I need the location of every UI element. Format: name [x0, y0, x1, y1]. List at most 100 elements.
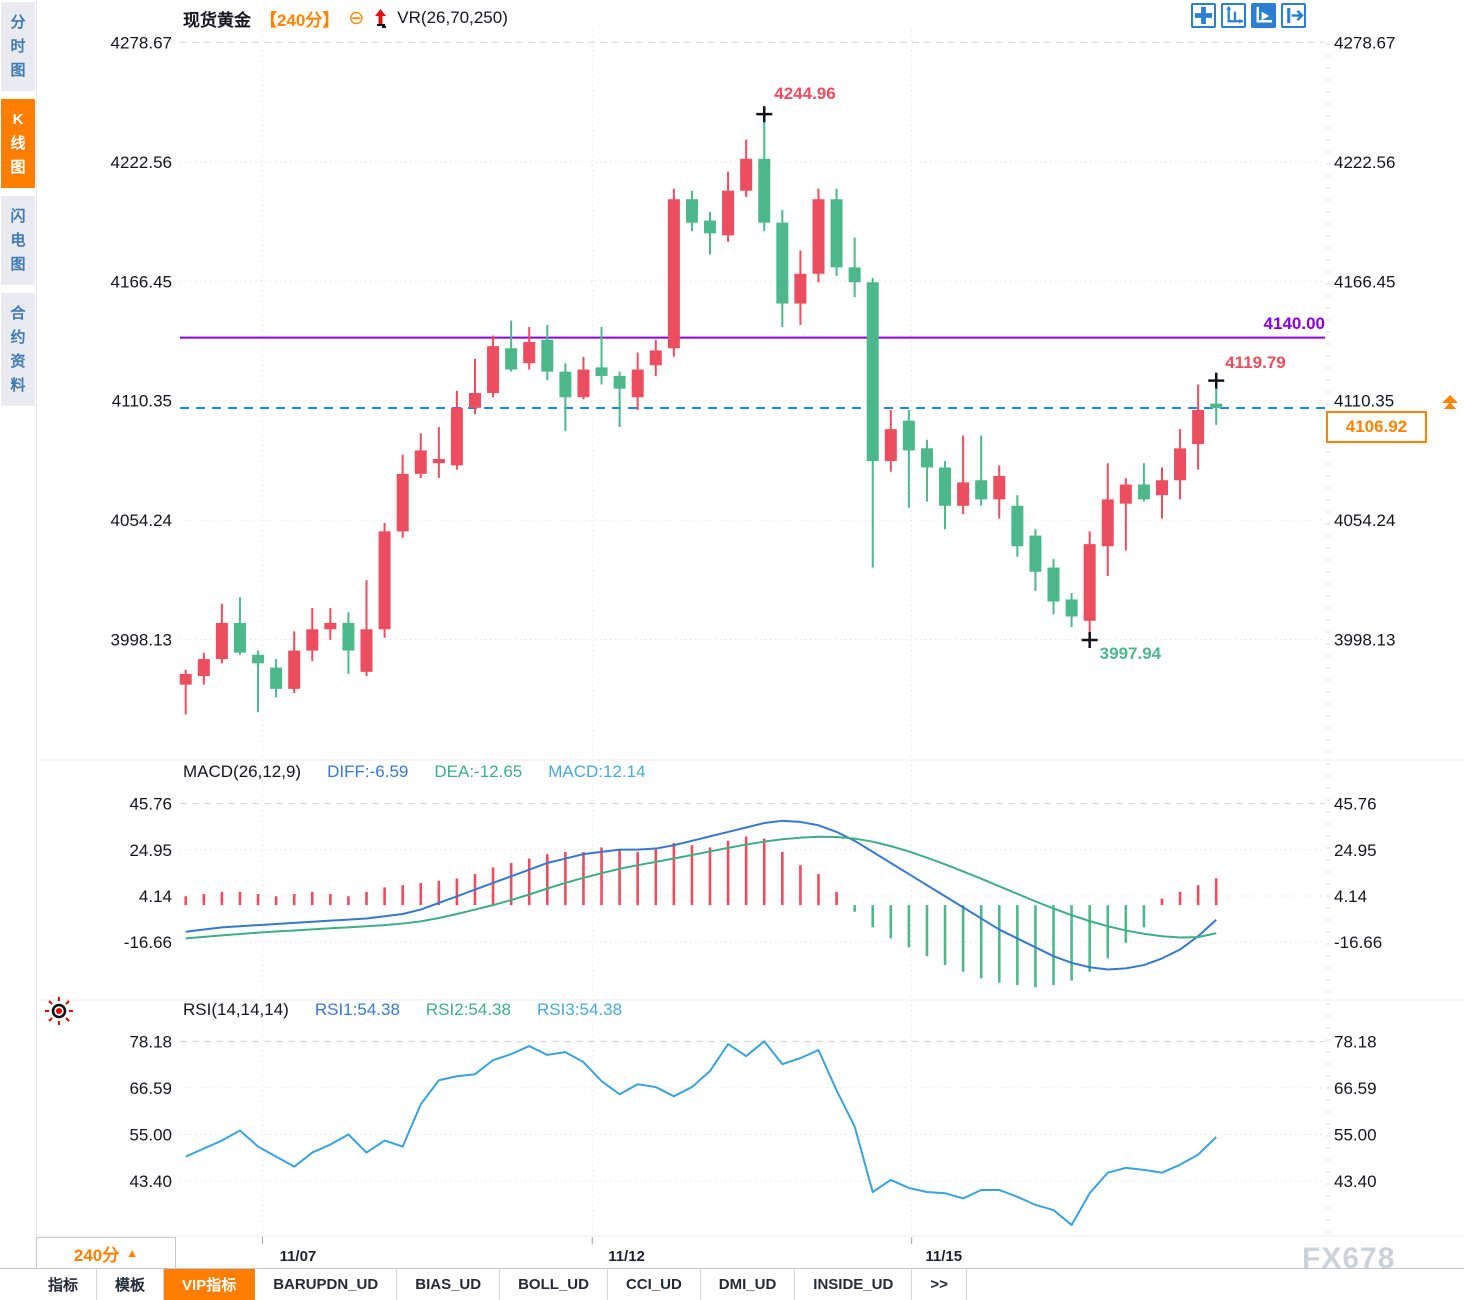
alert-sun-icon[interactable] [44, 996, 74, 1026]
candle-body [396, 473, 409, 532]
rsi-label[interactable]: RSI(14,14,14) [183, 1000, 289, 1019]
x-axis-date-label: 11/07 [280, 1248, 317, 1265]
tab-template[interactable]: 模板 [97, 1269, 165, 1300]
y-axis-tick-label: 4166.45 [1334, 272, 1395, 291]
candle-body [884, 429, 897, 462]
y-axis-tick-label: 4.14 [139, 887, 172, 906]
candle-body [830, 199, 843, 268]
tab-inside[interactable]: INSIDE_UD [795, 1269, 913, 1300]
y-axis-tick-label: 4278.67 [1334, 33, 1395, 52]
period-selector-label: 240分 [73, 1245, 120, 1265]
rsi-indicator-header: RSI(14,14,14) RSI1:54.38 RSI2:54.38 RSI3… [183, 1000, 622, 1020]
tab-dmi[interactable]: DMI_UD [701, 1269, 796, 1300]
overlay-indicator-label: VR(26,70,250) [397, 8, 508, 27]
y-axis-tick-label: 78.18 [1334, 1032, 1377, 1051]
candle-body [577, 369, 590, 398]
current-price-box: 4106.92 [1326, 411, 1427, 444]
tab-boll[interactable]: BOLL_UD [500, 1269, 608, 1300]
candle-body [704, 220, 717, 234]
sidebar-item-contract-info[interactable]: 合约资料 [1, 293, 35, 406]
y-axis-tick-label: 4166.45 [111, 272, 172, 291]
candle-body [776, 222, 789, 304]
tab-vip-indicator[interactable]: VIP指标 [164, 1269, 256, 1300]
high-price-annotation: 4244.96 [774, 84, 836, 104]
candle-body [215, 622, 228, 660]
candle-body [432, 458, 445, 464]
pan-move-icon[interactable] [1191, 3, 1216, 28]
price-up-marker-icon [1442, 395, 1458, 410]
candle-body [559, 371, 572, 398]
candle-body [1083, 544, 1096, 621]
candle-body [812, 199, 825, 274]
price-up-arrow-icon [375, 8, 387, 28]
period-tag[interactable]: 【240分】 [260, 10, 340, 30]
candle-body [740, 158, 753, 191]
candle-body [993, 475, 1006, 500]
candle-body [233, 622, 246, 653]
y-axis-tick-label: 4054.24 [111, 511, 172, 530]
y-axis-tick-label: -16.66 [124, 933, 172, 952]
tab-barupdn[interactable]: BARUPDN_UD [255, 1269, 398, 1300]
gridlines: 45.76 45.76 24.95 24.95 4.14 4.14 -16.66 -16.66 [124, 795, 1382, 953]
y-axis-tick-label: 4278.67 [111, 33, 172, 52]
candle-body [685, 199, 698, 223]
candle-body [1119, 484, 1132, 504]
candles-series [179, 114, 1223, 715]
candle-body [360, 629, 373, 672]
candle-body [541, 339, 554, 372]
y-axis-tick-label: 24.95 [129, 841, 172, 860]
candle-body [197, 659, 210, 677]
macd-diff-line [185, 819, 1217, 971]
macd-label[interactable]: MACD(26,12,9) [183, 762, 302, 781]
candle-body [523, 341, 536, 364]
tab-more[interactable]: >> [912, 1269, 967, 1300]
candle-body [957, 482, 970, 506]
x-axis-date-label: 11/12 [608, 1248, 645, 1265]
candle-body [1047, 567, 1060, 602]
candle-body [595, 367, 608, 376]
period-selector-arrow-icon: ▲ [126, 1246, 139, 1260]
collapse-circle-icon[interactable]: ⊖ [348, 7, 365, 29]
gridlines: 4278.67 4278.67 4222.56 4222.56 4166.45 4166.… [111, 33, 1396, 649]
candle-body [1137, 484, 1150, 500]
y-axis-tick-label: 43.40 [1334, 1172, 1377, 1191]
candle-body [902, 420, 915, 451]
rsi3-value: RSI3:54.38 [536, 1000, 623, 1019]
candle-body [794, 273, 807, 304]
candle-body [468, 392, 481, 408]
candle-body [1011, 505, 1024, 547]
macd-indicator-header: MACD(26,12,9) DIFF:-6.59 DEA:-12.65 MACD… [183, 762, 646, 782]
candle-body [288, 650, 301, 689]
y-axis-tick-label: 45.76 [129, 795, 172, 814]
candle-body [866, 282, 879, 462]
y-axis-tick-label: 4054.24 [1334, 511, 1395, 530]
tab-cci[interactable]: CCI_UD [608, 1269, 701, 1300]
candle-body [631, 369, 644, 398]
candle-body [414, 450, 427, 474]
tab-indicator[interactable]: 指标 [30, 1269, 98, 1300]
y-axis-tick-label: 4222.56 [1334, 153, 1395, 172]
rsi1-value: RSI1:54.38 [314, 1000, 400, 1019]
candle-body [848, 267, 861, 283]
sidebar-item-time-chart[interactable]: 分时图 [1, 2, 35, 91]
auto-scale-icon[interactable] [1251, 3, 1276, 28]
sidebar-item-flash-chart[interactable]: 闪电图 [1, 196, 35, 285]
axis-scale-icon[interactable] [1221, 3, 1246, 28]
y-axis-tick-label: 4222.56 [111, 153, 172, 172]
y-axis-tick-label: 45.76 [1334, 795, 1377, 814]
indicator-tab-bar: 指标 模板 VIP指标 BARUPDN_UD BIAS_UD BOLL_UD CCI_UD D… [0, 1268, 1464, 1300]
candle-body [306, 629, 319, 651]
period-selector[interactable]: 240分 ▲ [36, 1237, 176, 1269]
exit-drawing-icon[interactable] [1281, 3, 1306, 28]
y-axis-tick-label: 78.18 [129, 1032, 172, 1051]
candle-body [758, 158, 771, 223]
y-axis-tick-label: 55.00 [1334, 1126, 1377, 1145]
tab-bias[interactable]: BIAS_UD [397, 1269, 501, 1300]
y-axis-tick-label: -16.66 [1334, 933, 1382, 952]
x-axis: 11/07 11/12 11/15 [261, 30, 962, 1265]
candle-body [975, 480, 988, 500]
y-axis-tick-label: 4.14 [1334, 887, 1367, 906]
candle-body [324, 622, 337, 630]
